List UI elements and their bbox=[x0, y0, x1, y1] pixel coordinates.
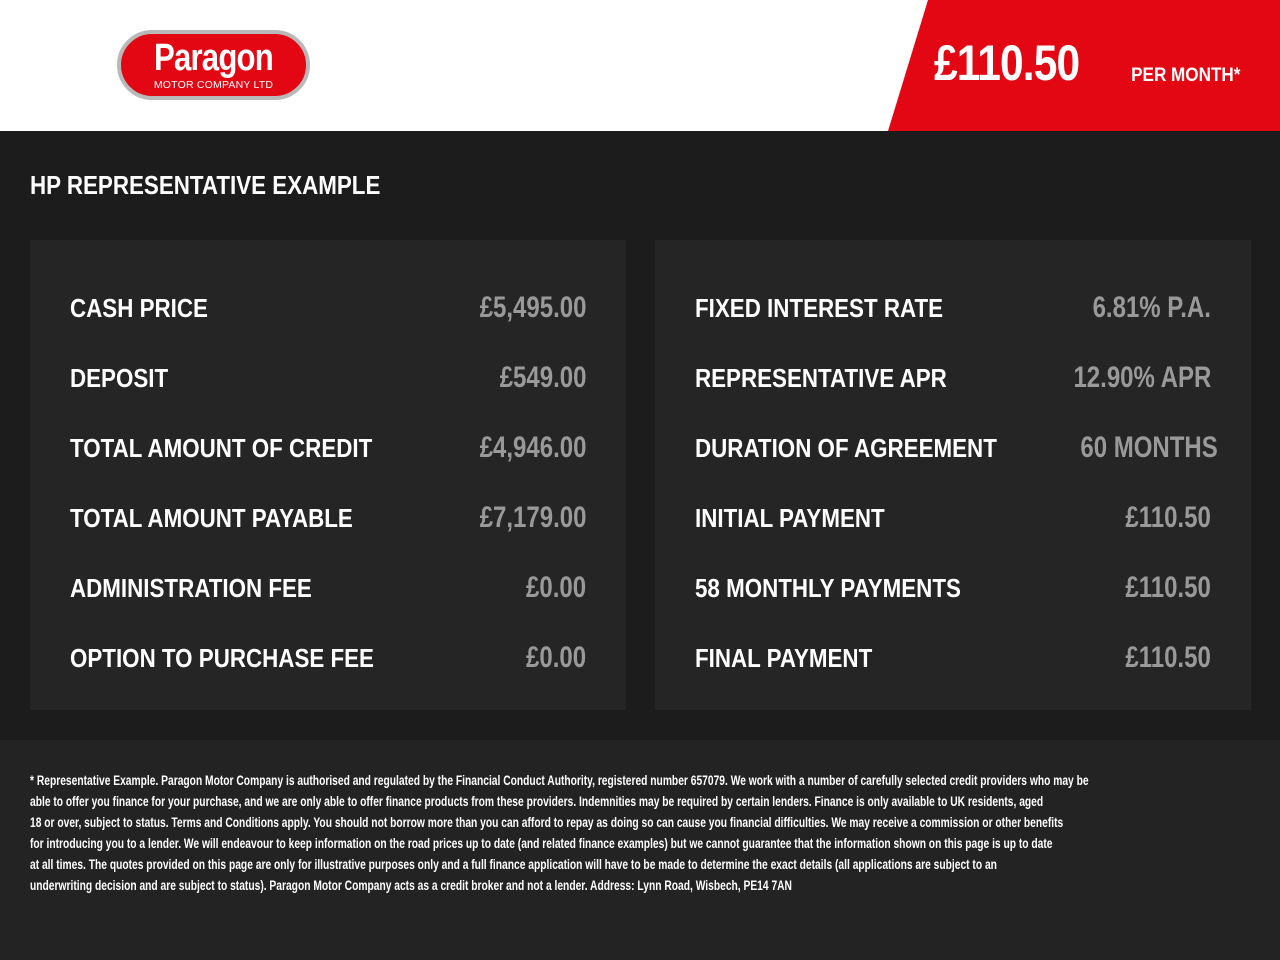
paragon-logo[interactable]: Paragon MOTOR COMPANY LTD bbox=[117, 30, 310, 100]
finance-label: DURATION OF AGREEMENT bbox=[695, 432, 997, 463]
finance-value: £0.00 bbox=[525, 641, 586, 674]
finance-value: £7,179.00 bbox=[479, 501, 586, 534]
finance-row: DEPOSIT £549.00 bbox=[70, 343, 586, 413]
finance-label: INITIAL PAYMENT bbox=[695, 502, 885, 533]
finance-value: 60 MONTHS bbox=[1080, 431, 1218, 464]
disclaimer-line: at all times. The quotes provided on thi… bbox=[30, 857, 997, 872]
finance-label: ADMINISTRATION FEE bbox=[70, 572, 312, 603]
finance-label: DEPOSIT bbox=[70, 362, 169, 393]
finance-row: FINAL PAYMENT £110.50 bbox=[695, 623, 1211, 693]
finance-value: £110.50 bbox=[1125, 571, 1211, 604]
finance-row: OPTION TO PURCHASE FEE £0.00 bbox=[70, 623, 586, 693]
finance-row: TOTAL AMOUNT OF CREDIT £4,946.00 bbox=[70, 413, 586, 483]
section-title: HP REPRESENTATIVE EXAMPLE bbox=[30, 170, 381, 200]
finance-value: £5,495.00 bbox=[479, 291, 586, 324]
disclaimer-line: 18 or over, subject to status. Terms and… bbox=[30, 815, 1064, 830]
finance-row: 58 MONTHLY PAYMENTS £110.50 bbox=[695, 553, 1211, 623]
finance-row: ADMINISTRATION FEE £0.00 bbox=[70, 553, 586, 623]
finance-label: TOTAL AMOUNT PAYABLE bbox=[70, 502, 353, 533]
finance-row: DURATION OF AGREEMENT 60 MONTHS bbox=[695, 413, 1218, 483]
finance-label: CASH PRICE bbox=[70, 292, 208, 323]
finance-panel-left: CASH PRICE £5,495.00 DEPOSIT £549.00 TOTAL A… bbox=[30, 240, 626, 710]
finance-value: 6.81% P.A. bbox=[1092, 291, 1211, 324]
finance-row: FIXED INTEREST RATE 6.81% P.A. bbox=[695, 273, 1211, 343]
per-month-label: PER MONTH* bbox=[1130, 65, 1240, 86]
finance-label: REPRESENTATIVE APR bbox=[695, 362, 947, 393]
finance-label: TOTAL AMOUNT OF CREDIT bbox=[70, 432, 373, 463]
finance-value: 12.90% APR bbox=[1073, 361, 1211, 394]
monthly-price: £110.50 bbox=[934, 35, 1080, 91]
finance-value: £4,946.00 bbox=[479, 431, 586, 464]
disclaimer-line: able to offer you finance for your purch… bbox=[30, 794, 1044, 809]
disclaimer-line: * Representative Example. Paragon Motor … bbox=[30, 773, 1089, 788]
finance-label: FIXED INTEREST RATE bbox=[695, 292, 944, 323]
finance-label: OPTION TO PURCHASE FEE bbox=[70, 642, 374, 673]
disclaimer-line: underwriting decision and are subject to… bbox=[30, 878, 792, 893]
disclaimer-line: for introducing you to a lender. We will… bbox=[30, 836, 1053, 851]
finance-label: FINAL PAYMENT bbox=[695, 642, 873, 673]
finance-value: £110.50 bbox=[1125, 641, 1211, 674]
finance-panel-right: FIXED INTEREST RATE 6.81% P.A. REPRESENTAT… bbox=[655, 240, 1251, 710]
finance-label: 58 MONTHLY PAYMENTS bbox=[695, 572, 961, 603]
finance-row: REPRESENTATIVE APR 12.90% APR bbox=[695, 343, 1211, 413]
disclaimer: * Representative Example. Paragon Motor … bbox=[0, 740, 1280, 960]
finance-row: TOTAL AMOUNT PAYABLE £7,179.00 bbox=[70, 483, 586, 553]
finance-row: INITIAL PAYMENT £110.50 bbox=[695, 483, 1211, 553]
finance-value: £549.00 bbox=[499, 361, 586, 394]
finance-value: £110.50 bbox=[1125, 501, 1211, 534]
finance-value: £0.00 bbox=[525, 571, 586, 604]
finance-row: CASH PRICE £5,495.00 bbox=[70, 273, 586, 343]
monthly-price-banner: £110.50 PER MONTH* bbox=[888, 0, 1280, 131]
